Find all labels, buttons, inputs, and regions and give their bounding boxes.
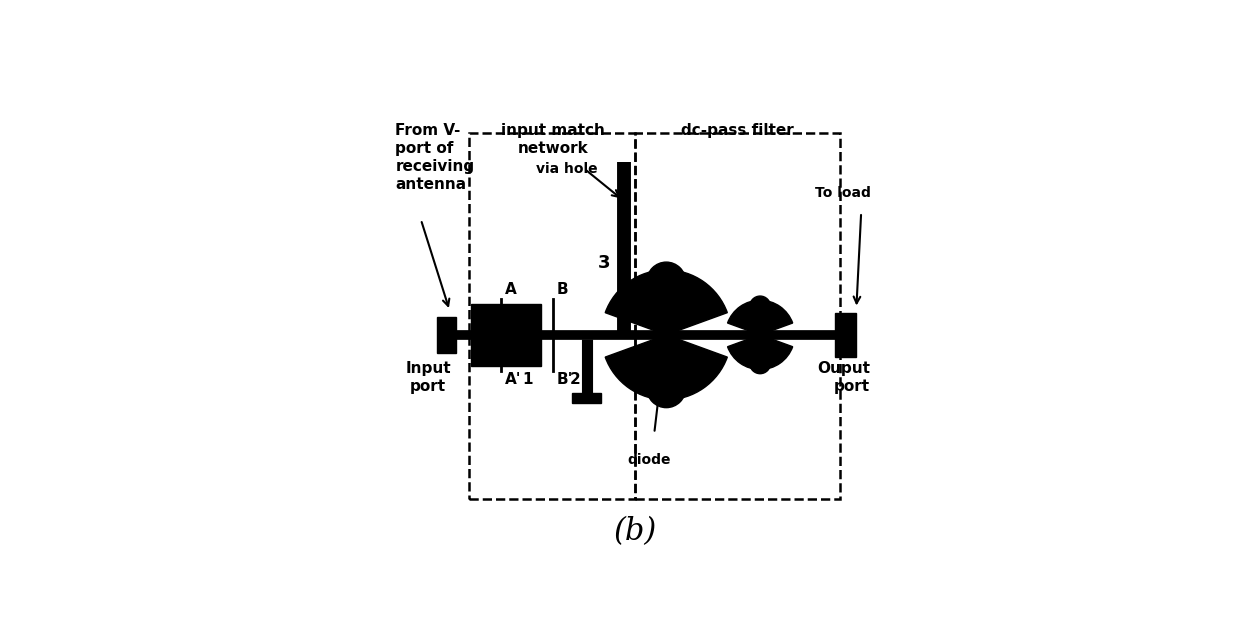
Text: A': A': [504, 372, 522, 388]
Text: B: B: [556, 282, 569, 298]
Text: A: A: [504, 282, 517, 298]
Circle shape: [647, 369, 685, 408]
Text: From V-
port of
receiving
antenna: From V- port of receiving antenna: [395, 123, 475, 192]
Wedge shape: [727, 300, 793, 335]
Text: Ouput
port: Ouput port: [817, 361, 870, 394]
Bar: [468, 132, 634, 499]
Text: C: C: [648, 309, 659, 324]
Bar: [436, 317, 456, 353]
Circle shape: [647, 262, 685, 301]
Text: (b): (b): [613, 516, 657, 547]
Bar: [572, 392, 601, 403]
Text: 1: 1: [522, 372, 533, 388]
Text: Input
port: Input port: [405, 361, 451, 394]
Text: To load: To load: [815, 186, 871, 200]
Text: dc-pass filter: dc-pass filter: [680, 123, 793, 138]
Bar: [471, 304, 541, 366]
Circle shape: [750, 296, 771, 317]
Circle shape: [750, 353, 771, 374]
Text: input match
network: input match network: [502, 123, 605, 156]
Bar: [835, 313, 856, 356]
Wedge shape: [605, 335, 727, 400]
Text: diode: diode: [628, 452, 672, 467]
Text: 3: 3: [598, 254, 611, 272]
Bar: [636, 132, 840, 499]
Text: via hole: via hole: [536, 162, 598, 176]
Wedge shape: [605, 270, 727, 335]
Text: 2: 2: [570, 372, 580, 388]
Text: B': B': [556, 372, 572, 388]
Wedge shape: [727, 335, 793, 369]
